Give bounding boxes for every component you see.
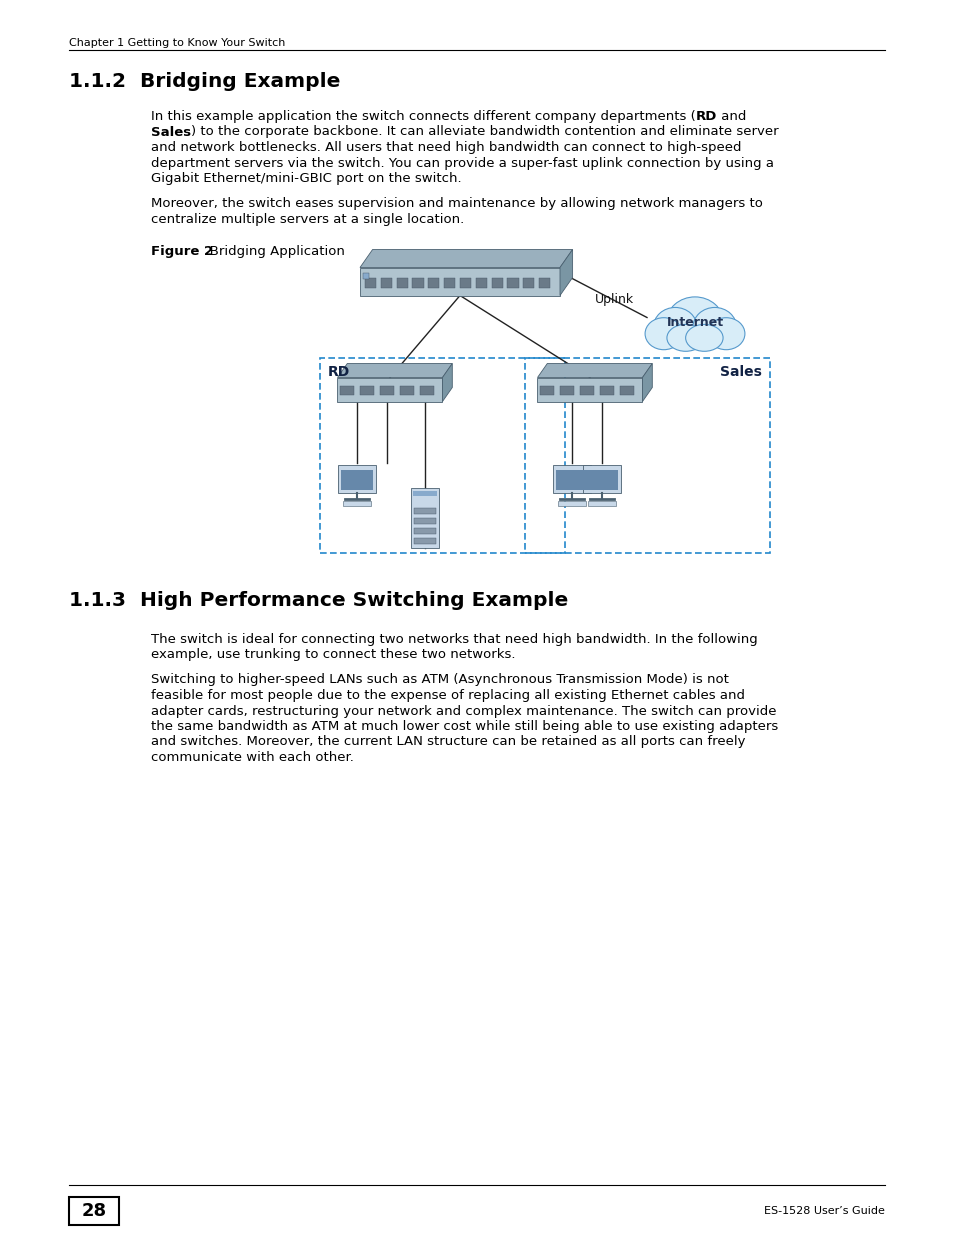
Bar xyxy=(585,469,618,489)
Bar xyxy=(459,278,471,288)
Polygon shape xyxy=(442,363,452,401)
Text: and switches. Moreover, the current LAN structure can be retained as all ports c: and switches. Moreover, the current LAN … xyxy=(151,736,744,748)
Ellipse shape xyxy=(666,325,703,351)
Text: 28: 28 xyxy=(81,1202,106,1220)
Text: ES-1528 User’s Guide: ES-1528 User’s Guide xyxy=(763,1207,884,1216)
Bar xyxy=(524,357,769,552)
Bar xyxy=(540,387,554,395)
Text: Switching to higher-speed LANs such as ATM (Asynchronous Transmission Mode) is n: Switching to higher-speed LANs such as A… xyxy=(151,673,728,687)
Ellipse shape xyxy=(707,317,744,350)
Ellipse shape xyxy=(692,308,736,347)
Text: example, use trunking to connect these two networks.: example, use trunking to connect these t… xyxy=(151,648,515,661)
Bar xyxy=(412,278,423,288)
Text: centralize multiple servers at a single location.: centralize multiple servers at a single … xyxy=(151,212,463,226)
Bar xyxy=(553,464,590,493)
Bar xyxy=(413,490,436,495)
Polygon shape xyxy=(359,268,559,295)
Text: The switch is ideal for connecting two networks that need high bandwidth. In the: The switch is ideal for connecting two n… xyxy=(151,632,757,646)
Bar xyxy=(379,387,394,395)
Text: 1.1.3  High Performance Switching Example: 1.1.3 High Performance Switching Example xyxy=(69,590,567,610)
Text: In this example application the switch connects different company departments (: In this example application the switch c… xyxy=(151,110,695,124)
Text: adapter cards, restructuring your network and complex maintenance. The switch ca: adapter cards, restructuring your networ… xyxy=(151,704,776,718)
Bar xyxy=(399,387,414,395)
Text: Uplink: Uplink xyxy=(595,293,634,305)
Polygon shape xyxy=(359,249,572,268)
Bar xyxy=(380,278,392,288)
Text: and: and xyxy=(716,110,745,124)
Bar xyxy=(476,278,486,288)
Text: Internet: Internet xyxy=(666,316,722,329)
Bar xyxy=(582,464,620,493)
Bar xyxy=(419,387,433,395)
Text: communicate with each other.: communicate with each other. xyxy=(151,751,354,764)
Text: Gigabit Ethernet/mini-GBIC port on the switch.: Gigabit Ethernet/mini-GBIC port on the s… xyxy=(151,172,461,185)
Text: Chapter 1 Getting to Know Your Switch: Chapter 1 Getting to Know Your Switch xyxy=(69,38,285,48)
Ellipse shape xyxy=(685,325,722,351)
Polygon shape xyxy=(537,363,652,378)
Bar xyxy=(69,1197,118,1225)
Bar xyxy=(363,273,369,279)
Bar xyxy=(411,488,438,547)
Bar xyxy=(414,508,436,514)
Text: Figure 2: Figure 2 xyxy=(151,245,213,258)
Bar xyxy=(396,278,407,288)
Bar xyxy=(559,387,574,395)
Ellipse shape xyxy=(653,308,697,347)
Bar xyxy=(414,537,436,543)
Bar xyxy=(579,387,594,395)
Bar xyxy=(340,387,354,395)
Text: RD: RD xyxy=(695,110,716,124)
Text: feasible for most people due to the expense of replacing all existing Ethernet c: feasible for most people due to the expe… xyxy=(151,689,744,701)
Polygon shape xyxy=(559,249,572,295)
Polygon shape xyxy=(641,363,652,401)
Polygon shape xyxy=(537,378,641,401)
Bar xyxy=(337,464,375,493)
Text: Moreover, the switch eases supervision and maintenance by allowing network manag: Moreover, the switch eases supervision a… xyxy=(151,198,761,210)
Text: Sales: Sales xyxy=(151,126,191,138)
Text: 1.1.2  Bridging Example: 1.1.2 Bridging Example xyxy=(69,72,339,91)
Bar xyxy=(619,387,633,395)
Polygon shape xyxy=(337,363,452,378)
Polygon shape xyxy=(337,378,442,401)
Bar xyxy=(538,278,550,288)
Bar xyxy=(360,387,374,395)
Bar xyxy=(491,278,502,288)
Bar xyxy=(365,278,375,288)
Ellipse shape xyxy=(644,317,681,350)
Text: Bridging Application: Bridging Application xyxy=(196,245,344,258)
Bar xyxy=(319,357,564,552)
Text: and network bottlenecks. All users that need high bandwidth can connect to high-: and network bottlenecks. All users that … xyxy=(151,141,740,154)
Text: RD: RD xyxy=(328,366,350,379)
Bar xyxy=(523,278,534,288)
Bar xyxy=(558,500,585,505)
Bar xyxy=(340,469,373,489)
Bar xyxy=(444,278,455,288)
Bar xyxy=(556,469,587,489)
Bar xyxy=(587,500,616,505)
Bar xyxy=(428,278,439,288)
Bar xyxy=(414,517,436,524)
Text: the same bandwidth as ATM at much lower cost while still being able to use exist: the same bandwidth as ATM at much lower … xyxy=(151,720,777,734)
Text: Sales: Sales xyxy=(720,366,761,379)
Bar xyxy=(343,500,371,505)
Ellipse shape xyxy=(666,296,722,348)
Bar xyxy=(507,278,518,288)
Bar xyxy=(599,387,613,395)
Text: department servers via the switch. You can provide a super-fast uplink connectio: department servers via the switch. You c… xyxy=(151,157,773,169)
Bar xyxy=(414,527,436,534)
Text: ) to the corporate backbone. It can alleviate bandwidth contention and eliminate: ) to the corporate backbone. It can alle… xyxy=(191,126,778,138)
